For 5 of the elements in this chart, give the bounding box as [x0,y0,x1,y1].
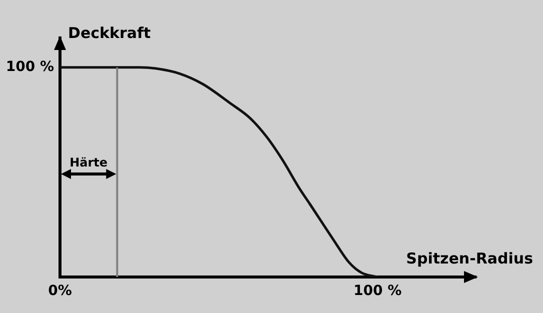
ref-line-label: Härte [70,155,108,170]
text: 100 % [6,58,54,75]
y-axis-title: Deckkraft [68,24,151,42]
x-axis-title: Spitzen-Radius [406,249,534,268]
x-tick-label: 0% [48,283,72,300]
